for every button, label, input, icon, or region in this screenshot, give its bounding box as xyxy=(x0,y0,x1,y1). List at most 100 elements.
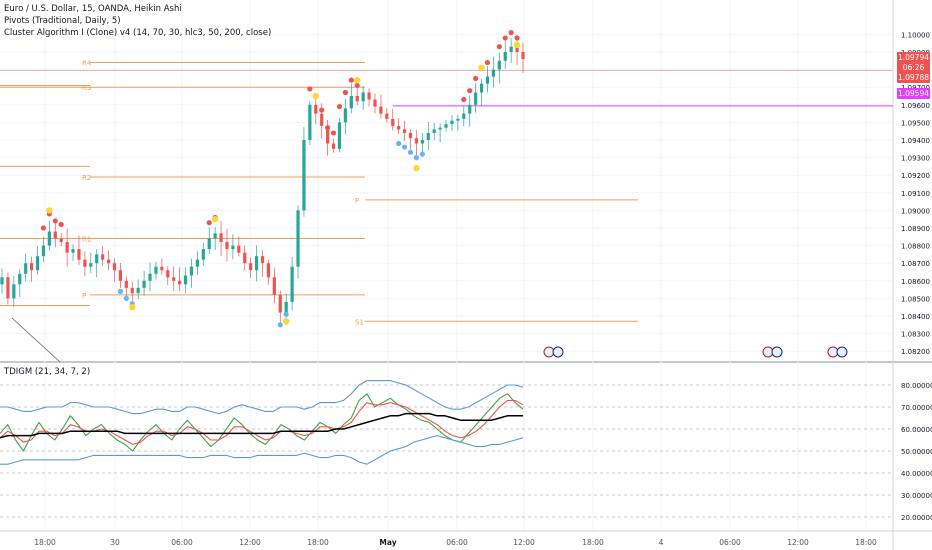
time-tick-label: 06:00 xyxy=(171,538,193,547)
price-tick-label: 1.09600 xyxy=(901,102,930,110)
signal-dot xyxy=(354,82,360,89)
osc-tick-label: 70.00000 xyxy=(901,404,932,412)
tdigm-legend[interactable]: TDIGM (21, 34, 7, 2) xyxy=(4,367,91,377)
price-tag-line: 1.09594 xyxy=(897,88,930,99)
osc-tick-label: 20.00000 xyxy=(901,514,932,522)
cluster-signals xyxy=(40,30,521,328)
osc-tick-label: 40.00000 xyxy=(901,470,932,478)
candle-body xyxy=(391,118,395,126)
candle-body xyxy=(278,294,282,313)
candle-body xyxy=(296,210,300,267)
candle-body xyxy=(124,280,128,288)
candle-body xyxy=(106,259,111,264)
signal-dot xyxy=(336,103,343,110)
candle-body xyxy=(130,287,134,294)
candle-body xyxy=(112,263,117,271)
signal-dot xyxy=(484,59,491,66)
symbol-legend[interactable]: Euro / U.S. Dollar, 15, OANDA, Heikin As… xyxy=(4,4,182,14)
candle-body xyxy=(367,92,371,100)
candle-body xyxy=(243,252,247,264)
signal-dot xyxy=(325,125,331,131)
signal-dot xyxy=(307,86,313,92)
price-tick-label: 1.09500 xyxy=(901,119,930,127)
candle-body xyxy=(249,263,253,271)
candle-body xyxy=(337,122,342,149)
candle-body xyxy=(497,60,501,70)
us-flag-icon xyxy=(771,346,783,358)
candle-body xyxy=(30,263,34,271)
candle-body xyxy=(308,104,312,140)
candle-body xyxy=(12,284,16,299)
signal-dot xyxy=(319,107,325,113)
price-tick-label: 1.09200 xyxy=(901,172,930,180)
time-tick-label: 30 xyxy=(110,538,120,547)
candle-body xyxy=(450,120,454,125)
candle-body xyxy=(373,99,377,107)
osc-series-line xyxy=(0,435,524,465)
signal-dot xyxy=(401,144,408,150)
pivot-label: P xyxy=(82,292,86,300)
signal-dot xyxy=(396,140,402,147)
pivot-label: R2 xyxy=(82,174,91,182)
price-tick-label: 1.08500 xyxy=(901,295,930,303)
candle-body xyxy=(219,233,223,243)
signal-dot xyxy=(354,76,361,84)
signal-dot xyxy=(419,151,425,157)
candle-body xyxy=(0,277,4,285)
signal-dot xyxy=(282,318,290,325)
signal-dot xyxy=(478,64,485,72)
candle-body xyxy=(118,270,123,281)
candle-body xyxy=(349,96,353,109)
time-tick-label: 12:00 xyxy=(239,538,261,547)
candle-body xyxy=(166,270,170,278)
candle-body xyxy=(47,231,51,246)
osc-tick-label: 60.00000 xyxy=(901,426,932,434)
candle-body xyxy=(41,245,46,257)
price-tick-label: 1.08200 xyxy=(901,348,930,356)
us-flag-icon xyxy=(552,346,564,358)
candle-body xyxy=(474,92,478,105)
candle-body xyxy=(468,104,472,114)
candle-body xyxy=(515,46,519,52)
price-tick-label: 1.08400 xyxy=(901,313,930,321)
signal-dot xyxy=(508,30,514,36)
pivots-legend[interactable]: Pivots (Traditional, Daily, 5) xyxy=(4,16,121,26)
candle-body xyxy=(385,113,389,119)
signal-dot xyxy=(496,44,502,50)
signal-dot xyxy=(312,92,319,100)
candle-body xyxy=(266,263,271,278)
candle-body xyxy=(414,138,419,144)
time-tick-label: 06:00 xyxy=(446,538,468,547)
time-tick-label: 06:00 xyxy=(719,538,741,547)
signal-dot xyxy=(514,35,520,41)
candle-body xyxy=(397,125,401,130)
candle-body xyxy=(272,277,276,295)
candle-body xyxy=(53,231,57,239)
pivot-label: R3 xyxy=(82,84,91,92)
osc-tick-label: 50.00000 xyxy=(901,448,932,456)
economic-events[interactable] xyxy=(543,346,848,358)
candle-body xyxy=(71,249,75,253)
time-tick-label: 18:00 xyxy=(855,538,877,547)
pivot-label: P xyxy=(355,197,359,205)
signal-dot xyxy=(283,311,289,317)
price-tick-label: 1.08900 xyxy=(901,225,930,233)
candle-body xyxy=(35,256,40,271)
candle-body xyxy=(24,263,28,274)
signal-dot xyxy=(52,218,58,224)
candle-body xyxy=(237,245,241,253)
candlestick-series xyxy=(0,34,525,327)
signal-dot xyxy=(413,155,420,161)
signal-dot xyxy=(46,207,53,214)
pivot-label: S1 xyxy=(355,318,364,326)
candle-body xyxy=(101,254,105,260)
candle-body xyxy=(456,118,460,121)
candle-body xyxy=(509,46,513,52)
cluster-legend[interactable]: Cluster Algorithm I (Clone) v4 (14, 70, … xyxy=(4,28,272,38)
candle-body xyxy=(426,132,430,140)
candle-body xyxy=(18,273,22,285)
price-tick-label: 1.10000 xyxy=(901,31,930,39)
signal-dot xyxy=(413,164,420,172)
price-tick-label: 1.09100 xyxy=(901,190,930,198)
